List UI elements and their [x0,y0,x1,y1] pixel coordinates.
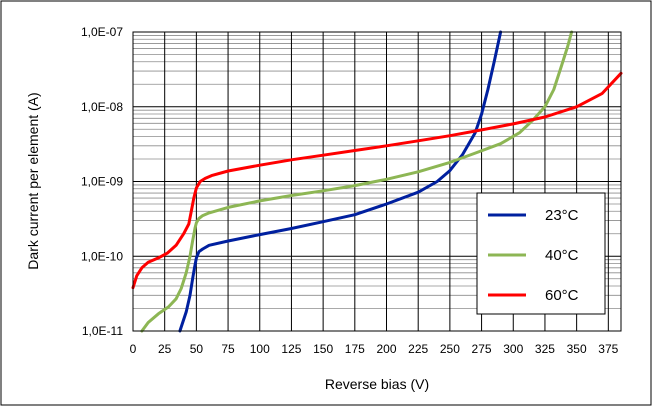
x-tick-label: 275 [472,342,492,356]
series-lines [131,30,623,333]
x-tick-label: 100 [250,342,270,356]
y-axis-ticks: 1,0E-11 1,0E-10 1,0E-09 1,0E-08 1,0E-07 [81,25,123,338]
series-line-2 [131,71,623,290]
x-tick-label: 375 [598,342,618,356]
y-tick-label: 1,0E-09 [81,175,123,189]
x-tick-label: 50 [190,342,204,356]
x-tick-label: 300 [503,342,523,356]
x-tick-label: 0 [130,342,137,356]
y-tick-label: 1,0E-07 [81,25,123,39]
legend: 23°C 40°C 60°C [476,192,606,315]
x-axis-title: Reverse bias (V) [325,376,429,392]
y-tick-label: 1,0E-10 [81,249,123,263]
y-tick-label: 1,0E-08 [81,100,123,114]
y-axis-title: Dark current per element (A) [25,92,41,269]
y-tick-label: 1,0E-11 [82,324,123,338]
x-tick-label: 250 [440,342,460,356]
x-tick-label: 125 [281,342,301,356]
plot-border [132,31,622,332]
x-axis-ticks: 0 25 50 75 100 125 150 175 200 225 250 275 300 325 350… [130,342,619,356]
x-tick-label: 175 [345,342,365,356]
legend-label-40c: 40°C [545,247,579,264]
x-tick-label: 75 [221,342,235,356]
x-tick-label: 200 [376,342,396,356]
x-tick-label: 350 [567,342,587,356]
legend-label-23c: 23°C [545,207,579,224]
x-tick-label: 150 [313,342,333,356]
legend-label-60c: 60°C [545,287,579,304]
x-tick-label: 25 [158,342,172,356]
x-tick-label: 325 [535,342,555,356]
x-tick-label: 225 [408,342,428,356]
